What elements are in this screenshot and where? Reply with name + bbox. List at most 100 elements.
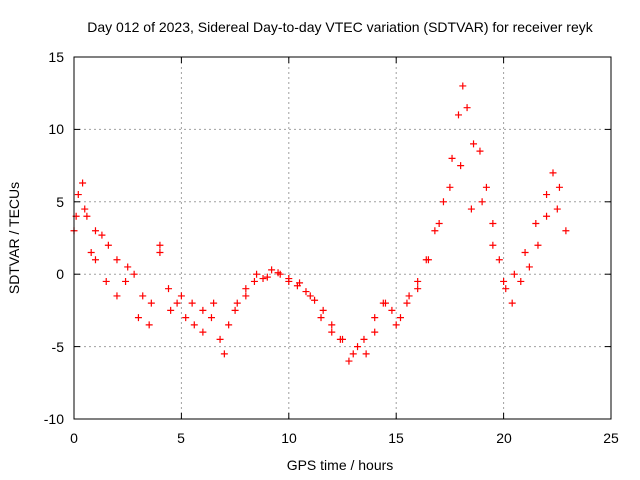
x-tick-label: 10 <box>281 430 297 446</box>
data-point <box>454 111 462 119</box>
data-point <box>210 299 218 307</box>
y-tick-labels: -10 -5 0 5 10 15 <box>44 49 64 427</box>
data-point <box>242 285 250 293</box>
data-point <box>414 285 422 293</box>
data-point <box>435 220 443 228</box>
data-point <box>113 292 121 300</box>
x-tick-label: 25 <box>603 430 619 446</box>
data-point <box>339 335 346 343</box>
data-point <box>263 273 271 281</box>
data-point <box>259 275 267 283</box>
data-point <box>74 191 82 199</box>
plot-frame <box>73 56 612 420</box>
data-point <box>362 350 370 358</box>
data-point <box>165 285 173 293</box>
data-point <box>534 241 542 249</box>
data-point <box>311 296 319 304</box>
data-point <box>549 169 557 177</box>
data-point <box>220 350 228 358</box>
data-point <box>543 191 551 199</box>
data-point <box>134 314 142 322</box>
data-point <box>459 82 467 90</box>
y-tick-label: 15 <box>48 49 64 65</box>
data-point <box>345 357 353 365</box>
x-tick-label: 5 <box>177 430 185 446</box>
data-point <box>562 227 570 235</box>
data-point <box>502 285 510 293</box>
data-points <box>70 82 570 365</box>
data-point <box>553 205 561 213</box>
data-point <box>253 270 261 278</box>
data-point <box>130 270 138 278</box>
data-point <box>190 321 198 329</box>
data-point <box>156 241 164 249</box>
data-point <box>457 162 465 170</box>
data-point <box>521 248 529 256</box>
data-point <box>199 306 207 314</box>
data-point <box>448 154 456 162</box>
data-point <box>124 263 132 271</box>
data-point <box>233 299 241 307</box>
data-point <box>98 231 106 239</box>
data-point <box>431 227 439 235</box>
data-point <box>439 198 447 206</box>
data-point <box>319 306 327 314</box>
data-point <box>424 256 432 264</box>
data-point <box>328 328 336 336</box>
data-point <box>113 256 121 264</box>
data-point <box>414 277 422 285</box>
data-point <box>122 277 130 285</box>
data-point <box>495 256 503 264</box>
data-point <box>349 350 357 358</box>
data-point <box>91 256 99 264</box>
data-point <box>91 227 99 235</box>
data-point <box>177 292 185 300</box>
data-point <box>555 183 563 191</box>
data-point <box>225 321 233 329</box>
data-point <box>446 183 454 191</box>
data-point <box>268 266 276 274</box>
chart-title: Day 012 of 2023, Sidereal Day-to-day VTE… <box>87 19 593 35</box>
data-point <box>147 299 155 307</box>
data-point <box>156 248 164 256</box>
data-point <box>328 321 336 329</box>
data-point <box>216 335 224 343</box>
data-point <box>543 212 551 220</box>
data-point <box>167 306 175 314</box>
data-point <box>306 292 314 300</box>
data-point <box>231 306 239 314</box>
grid-lines <box>74 57 611 419</box>
data-point <box>371 328 379 336</box>
data-point <box>381 299 389 307</box>
data-point <box>532 220 540 228</box>
data-point <box>467 205 475 213</box>
data-point <box>476 147 484 155</box>
data-point <box>478 198 486 206</box>
data-point <box>396 314 404 322</box>
data-point <box>510 270 518 278</box>
x-tick-labels: 0 5 10 15 20 25 <box>70 430 619 446</box>
x-tick-label: 15 <box>388 430 404 446</box>
data-point <box>517 277 525 285</box>
y-tick-label: -5 <box>52 339 65 355</box>
data-point <box>274 269 282 277</box>
y-axis-label: SDTVAR / TECUs <box>6 182 22 294</box>
x-axis-label: GPS time / hours <box>287 457 394 473</box>
data-point <box>81 205 89 213</box>
data-point <box>87 248 95 256</box>
data-point <box>392 321 400 329</box>
data-point <box>463 104 471 112</box>
data-point <box>525 263 533 271</box>
data-point <box>145 321 153 329</box>
data-point <box>470 140 478 148</box>
data-point <box>79 179 87 187</box>
data-point <box>302 288 310 296</box>
data-point <box>360 335 368 343</box>
data-point <box>354 343 362 351</box>
data-point <box>482 183 490 191</box>
data-point <box>489 241 497 249</box>
data-point <box>207 314 215 322</box>
data-point <box>405 292 413 300</box>
y-tick-label: 5 <box>56 194 64 210</box>
